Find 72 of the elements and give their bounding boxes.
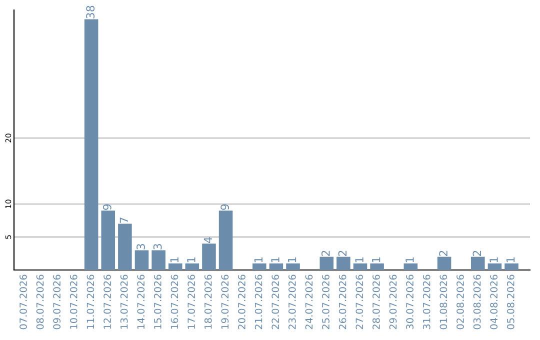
bar <box>185 263 200 270</box>
data-label: 1 <box>271 257 280 262</box>
data-label: 3 <box>153 244 162 250</box>
x-tick-label: 05.08.2026 <box>506 274 514 330</box>
data-label: 2 <box>338 250 346 256</box>
x-tick-label: 14.07.2026 <box>137 274 145 329</box>
bar <box>118 224 132 270</box>
data-label: 9 <box>102 204 112 210</box>
bar <box>320 256 334 270</box>
x-tick-label: 07.07.2026 <box>20 274 27 330</box>
x-tick-label: 26.07.2026 <box>338 274 346 330</box>
data-label: 3 <box>136 244 145 250</box>
bar <box>218 210 233 270</box>
bar <box>134 250 149 270</box>
x-tick-label: 29.07.2026 <box>389 274 397 330</box>
bar <box>353 263 368 270</box>
x-tick-label: 01.08.2026 <box>440 274 448 330</box>
data-label: 2 <box>472 250 481 256</box>
data-label: 1 <box>187 257 196 262</box>
x-tick-label: 02.08.2026 <box>456 274 464 330</box>
x-tick-label: 18.07.2026 <box>204 274 212 329</box>
bar <box>504 263 518 270</box>
x-tick-label: 03.08.2026 <box>473 274 481 330</box>
x-tick-label: 08.07.2026 <box>36 274 44 330</box>
x-tick-label: 28.07.2026 <box>372 274 380 330</box>
bar <box>471 256 485 270</box>
x-tick-label: 12.07.2026 <box>104 274 111 329</box>
bar <box>101 210 116 270</box>
x-tick-label: 27.07.2026 <box>356 274 364 330</box>
bar <box>202 244 216 270</box>
x-tick-label: 15.07.2026 <box>154 274 162 329</box>
data-label: 1 <box>506 257 515 262</box>
bar <box>437 256 452 270</box>
x-tick-label: 17.07.2026 <box>188 274 195 329</box>
x-tick-label: 23.07.2026 <box>288 274 296 330</box>
data-label: 9 <box>220 204 229 210</box>
x-tick-label: 25.07.2026 <box>322 274 330 330</box>
data-label: 1 <box>355 257 364 262</box>
x-tick-label: 22.07.2026 <box>272 274 280 330</box>
x-tick-label: 04.08.2026 <box>490 274 498 330</box>
x-tick-label: 21.07.2026 <box>254 274 262 330</box>
data-label: 2 <box>439 250 448 256</box>
data-label: 1 <box>406 257 414 262</box>
x-tick-label: 20.07.2026 <box>238 274 246 330</box>
data-label: 1 <box>254 257 262 262</box>
x-tick-label: 13.07.2026 <box>120 274 128 329</box>
bar <box>286 263 300 270</box>
x-tick-label: 10.07.2026 <box>70 274 78 329</box>
bar <box>84 19 98 270</box>
x-tick-label: 16.07.2026 <box>170 274 178 329</box>
data-label: 7 <box>120 218 128 223</box>
x-tick-label: 30.07.2026 <box>406 274 414 330</box>
x-tick-label: 31.07.2026 <box>422 274 430 330</box>
bar <box>269 263 284 270</box>
bar <box>152 250 166 270</box>
bar <box>336 256 350 270</box>
x-tick-label: 24.07.2026 <box>305 274 313 330</box>
x-tick-label: 19.07.2026 <box>221 274 229 329</box>
x-tick-label: 09.07.2026 <box>53 274 61 330</box>
bar <box>488 263 502 270</box>
data-label: 4 <box>204 237 212 244</box>
data-label: 1 <box>170 257 178 262</box>
bar <box>252 263 266 270</box>
data-label: 1 <box>372 257 380 262</box>
data-label: 2 <box>321 250 330 256</box>
bar <box>404 263 418 270</box>
data-label: 38 <box>86 6 95 18</box>
data-label: 1 <box>288 257 296 262</box>
x-tick-label: 11.07.2026 <box>86 274 94 329</box>
bar <box>370 263 384 270</box>
bar <box>168 263 182 270</box>
data-label: 1 <box>490 257 498 262</box>
